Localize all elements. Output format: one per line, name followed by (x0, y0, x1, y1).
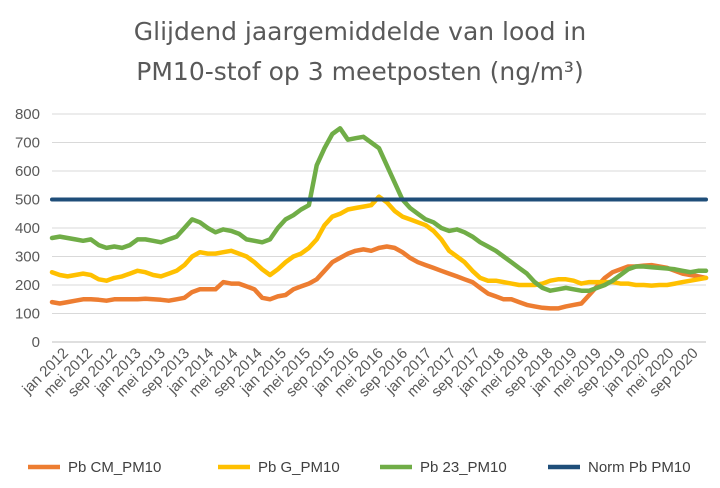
series-line-1 (49, 194, 709, 288)
series-lines (49, 126, 709, 311)
chart-title-line-1: Glijdend jaargemiddelde van lood in (134, 17, 586, 46)
legend-label: Pb 23_PM10 (420, 459, 507, 476)
y-tick-label: 500 (15, 192, 40, 209)
legend-label: Pb G_PM10 (258, 459, 340, 476)
y-tick-label: 400 (15, 220, 40, 237)
series-line-2 (49, 126, 709, 293)
y-axis-ticks: 0 100 200 300 400 500 600 700 800 (15, 106, 40, 351)
legend-label: Norm Pb PM10 (588, 459, 691, 476)
y-tick-label: 0 (32, 334, 40, 351)
legend-label: Pb CM_PM10 (68, 459, 161, 476)
y-tick-label: 100 (15, 306, 40, 323)
y-tick-label: 700 (15, 135, 40, 152)
legend: Pb CM_PM10 Pb G_PM10 Pb 23_PM10 Norm Pb PM1… (28, 459, 691, 476)
y-tick-label: 300 (15, 249, 40, 266)
chart-title-line-2: PM10-stof op 3 meetposten (ng/m³) (136, 57, 583, 86)
y-tick-label: 800 (15, 106, 40, 123)
y-tick-label: 200 (15, 277, 40, 294)
series-line-0 (49, 244, 709, 311)
y-tick-label: 600 (15, 163, 40, 180)
